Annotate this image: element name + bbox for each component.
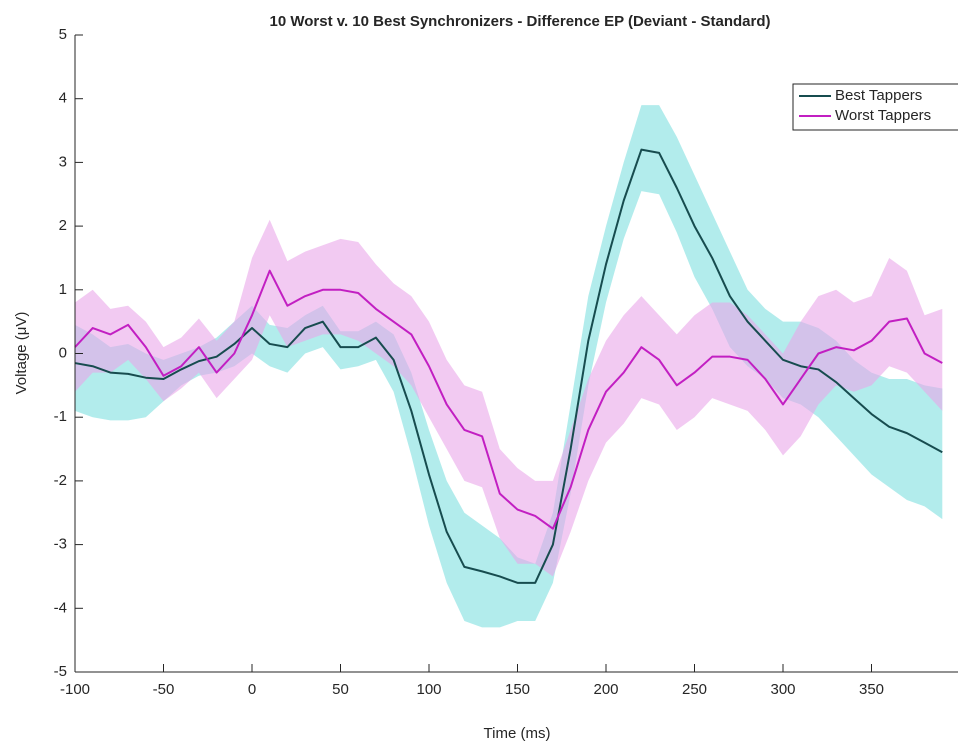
x-tick-label: 150 bbox=[505, 681, 530, 698]
legend-box bbox=[792, 83, 958, 131]
y-tick-label: -2 bbox=[54, 472, 67, 489]
y-tick-label: 2 bbox=[59, 217, 67, 234]
y-tick-label: -4 bbox=[54, 599, 67, 616]
x-tick-label: -50 bbox=[153, 681, 175, 698]
y-tick-label: -3 bbox=[54, 536, 67, 553]
series-line bbox=[74, 148, 943, 584]
x-tick-label: 200 bbox=[593, 681, 618, 698]
x-tick-label: 0 bbox=[248, 681, 256, 698]
y-axis-label: Voltage (μV) bbox=[13, 312, 30, 395]
y-tick-label: 0 bbox=[59, 344, 67, 361]
y-tick-label: 1 bbox=[59, 281, 67, 298]
legend-label: Worst Tappers bbox=[835, 107, 931, 124]
x-tick-label: 50 bbox=[332, 681, 349, 698]
x-tick-label: 100 bbox=[416, 681, 441, 698]
y-tick-label: -5 bbox=[54, 663, 67, 680]
y-tick-label: -1 bbox=[54, 408, 67, 425]
chart-title: 10 Worst v. 10 Best Synchronizers - Diff… bbox=[270, 13, 771, 30]
x-tick-label: 350 bbox=[859, 681, 884, 698]
x-tick-label: -100 bbox=[60, 681, 90, 698]
y-tick-label: 5 bbox=[59, 26, 67, 43]
legend-label: Best Tappers bbox=[835, 87, 922, 104]
x-tick-label: 250 bbox=[682, 681, 707, 698]
error-band bbox=[75, 219, 943, 577]
y-tick-label: 3 bbox=[59, 153, 67, 170]
y-tick-label: 4 bbox=[59, 90, 67, 107]
x-axis-label: Time (ms) bbox=[484, 725, 551, 742]
x-tick-label: 300 bbox=[770, 681, 795, 698]
series-line bbox=[74, 269, 943, 530]
